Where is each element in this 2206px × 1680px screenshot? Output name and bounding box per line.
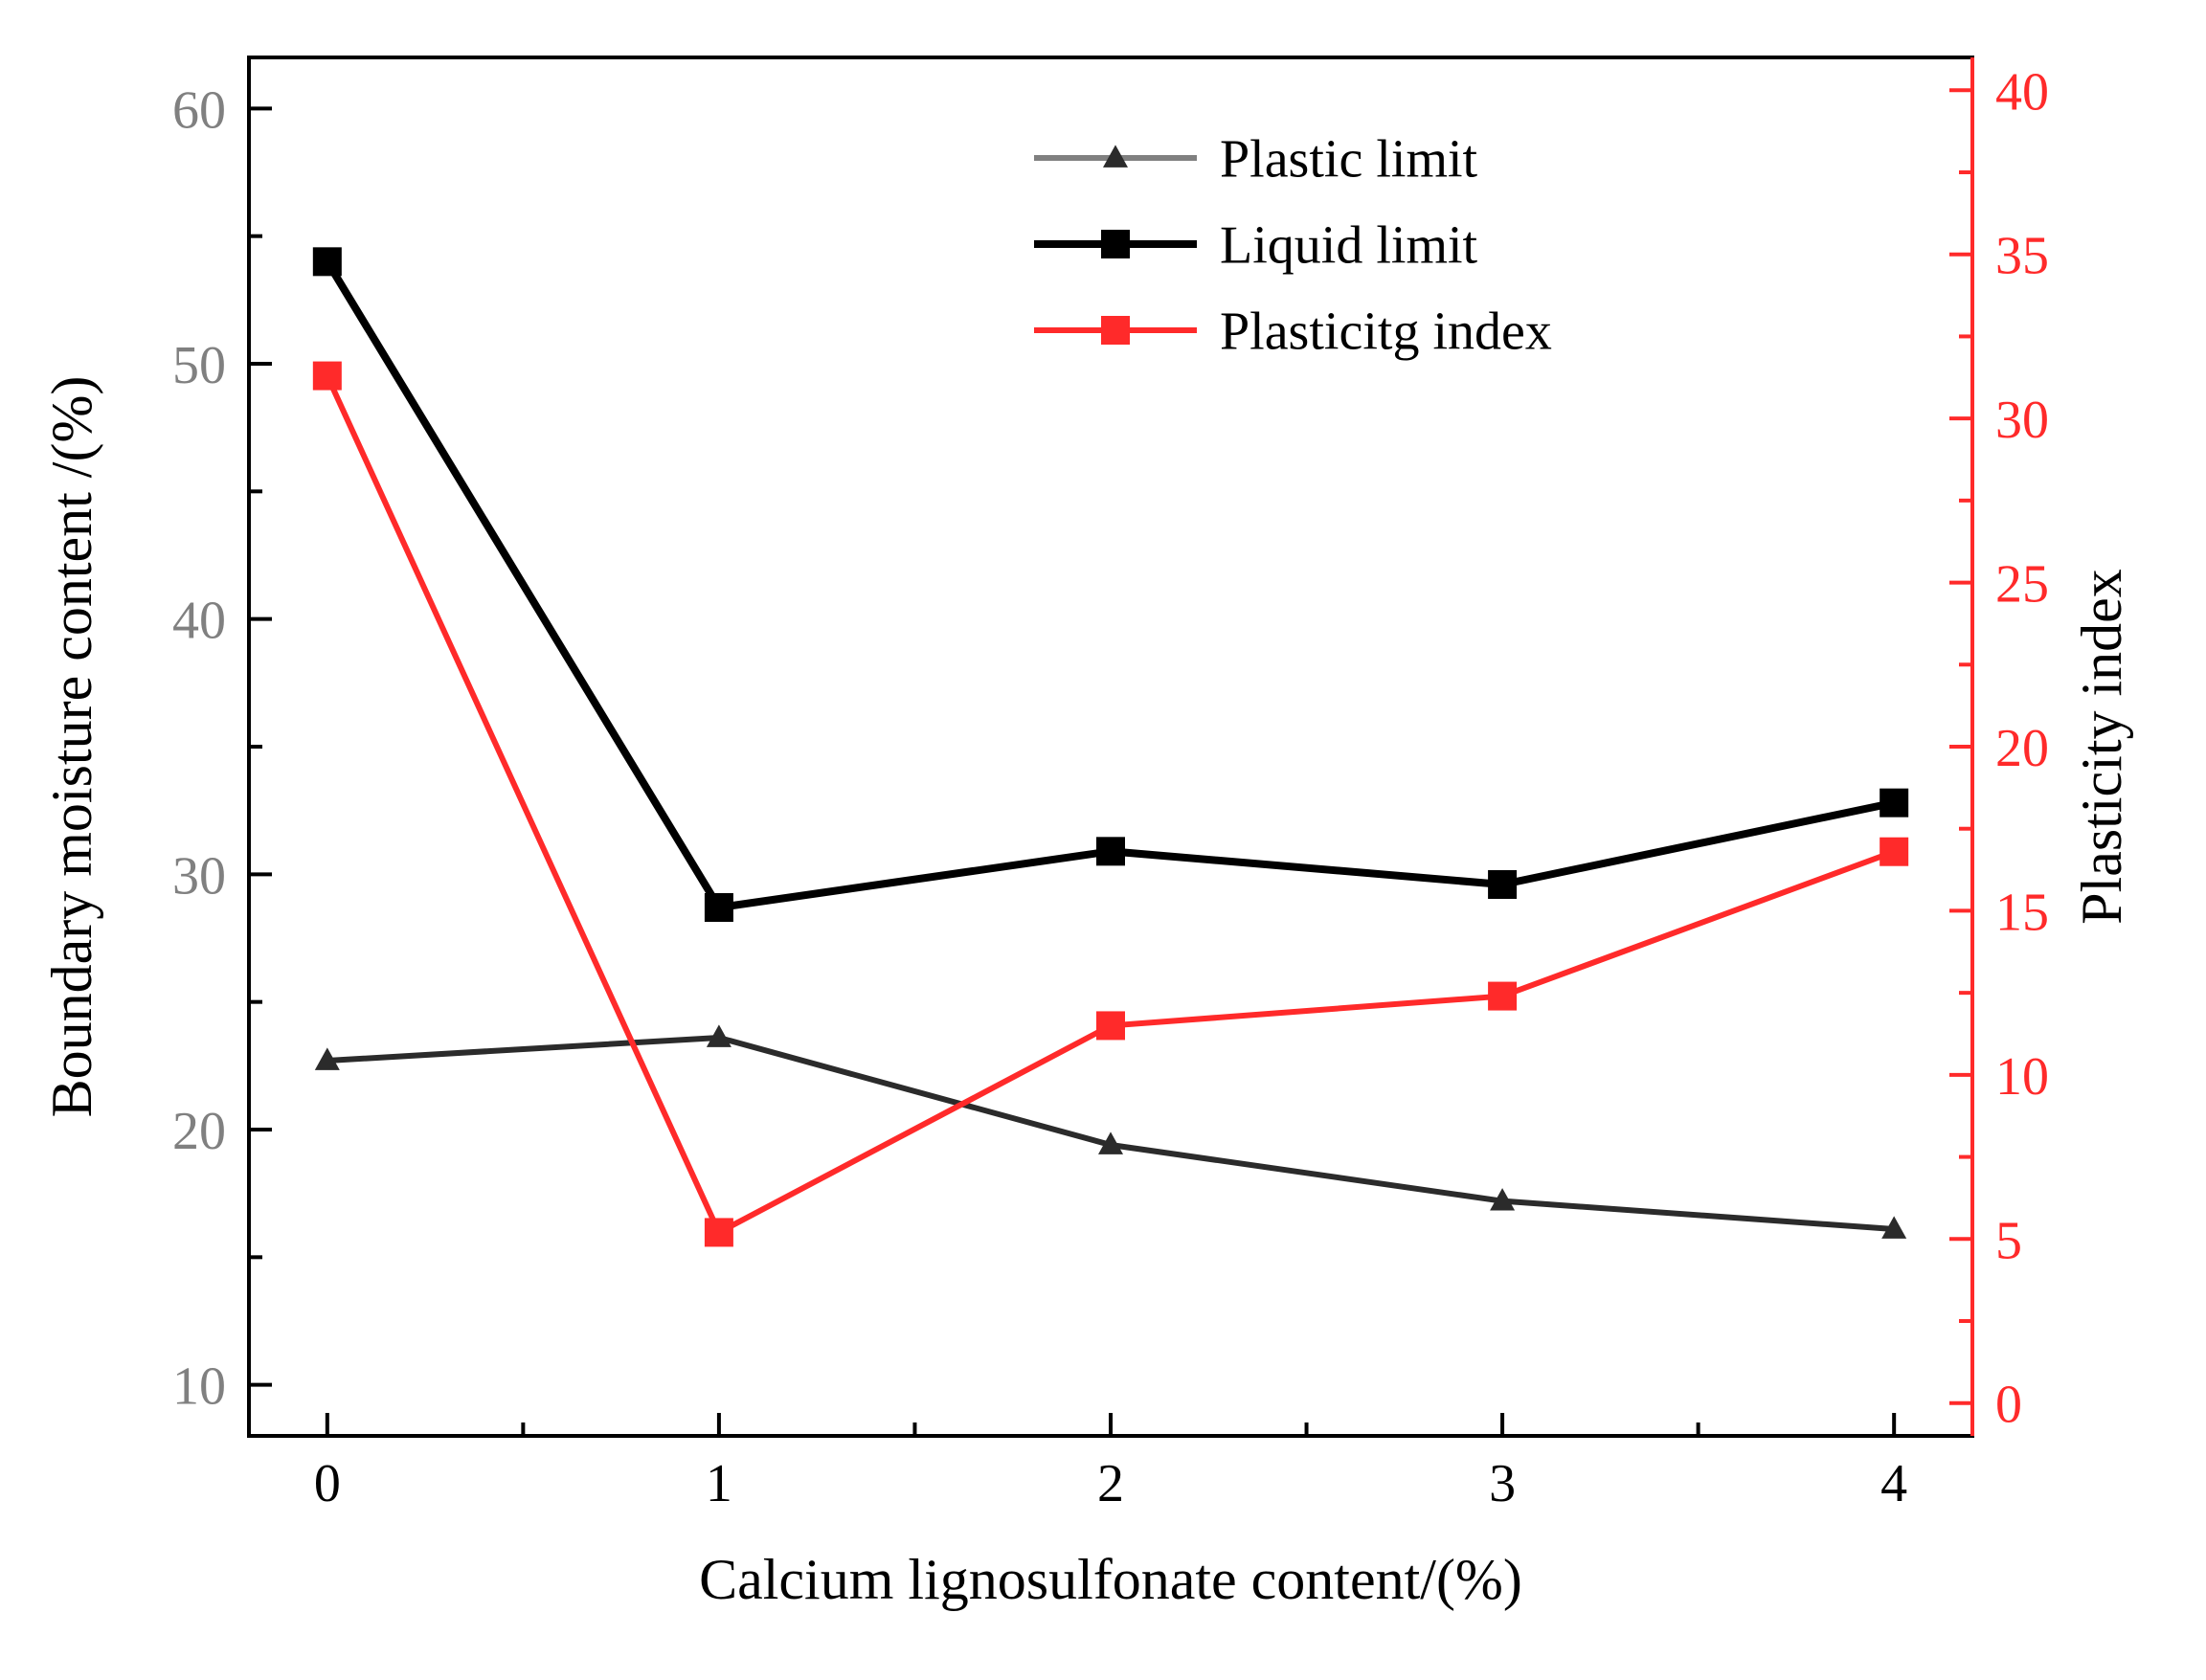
- y-right-tick-label: 30: [1995, 391, 2049, 450]
- legend-label-plasticity_index: Plasticitg index: [1220, 302, 1552, 362]
- legend-label-plastic_limit: Plastic limit: [1220, 130, 1478, 190]
- x-tick-label: 3: [1489, 1454, 1516, 1513]
- y-left-tick-label: 60: [172, 80, 226, 140]
- marker-liquid_limit: [705, 893, 733, 922]
- marker-liquid_limit: [1096, 837, 1125, 865]
- legend-label-liquid_limit: Liquid limit: [1220, 216, 1478, 276]
- y-right-tick-label: 40: [1995, 62, 2049, 122]
- y-right-tick-label: 35: [1995, 227, 2049, 286]
- y-right-tick-label: 5: [1995, 1211, 2022, 1270]
- marker-plasticity_index: [1880, 838, 1908, 866]
- legend: Plastic limit Liquid limit Plasticitg inde…: [1034, 130, 1552, 362]
- marker-liquid_limit: [1488, 870, 1517, 899]
- legend-marker-liquid_limit: [1101, 230, 1130, 258]
- marker-plasticity_index: [1488, 982, 1517, 1011]
- y-right-tick-label: 0: [1995, 1376, 2022, 1435]
- dual-axis-line-chart: 0 1 2 3 4 Calcium lignosulfonate content/(%) 1…: [0, 0, 2206, 1680]
- y-left-tick-label: 10: [172, 1357, 226, 1417]
- chart-container: 0 1 2 3 4 Calcium lignosulfonate content/(%) 1…: [0, 0, 2206, 1680]
- x-tick-label: 1: [706, 1454, 732, 1513]
- y-left-tick-label: 30: [172, 846, 226, 906]
- x-tick-label: 0: [314, 1454, 341, 1513]
- marker-plasticity_index: [705, 1218, 733, 1246]
- marker-plasticity_index: [1096, 1011, 1125, 1040]
- y-right-tick-label: 10: [1995, 1047, 2049, 1107]
- y-left-axis-label: Boundary moisture content /(%): [40, 376, 103, 1118]
- y-right-tick-label: 15: [1995, 883, 2049, 942]
- y-right-tick-label: 20: [1995, 719, 2049, 778]
- marker-liquid_limit: [313, 247, 342, 276]
- y-left-tick-label: 20: [172, 1102, 226, 1161]
- y-left-tick-label: 40: [172, 592, 226, 651]
- x-tick-label: 4: [1880, 1454, 1907, 1513]
- marker-plasticity_index: [313, 362, 342, 391]
- x-axis-label: Calcium lignosulfonate content/(%): [699, 1548, 1522, 1611]
- y-right-axis-label: Plasticity index: [2070, 569, 2133, 925]
- marker-liquid_limit: [1880, 789, 1908, 818]
- y-right-tick-label: 25: [1995, 555, 2049, 615]
- x-tick-label: 2: [1097, 1454, 1124, 1513]
- legend-marker-plasticity_index: [1101, 316, 1130, 345]
- y-left-tick-label: 50: [172, 336, 226, 395]
